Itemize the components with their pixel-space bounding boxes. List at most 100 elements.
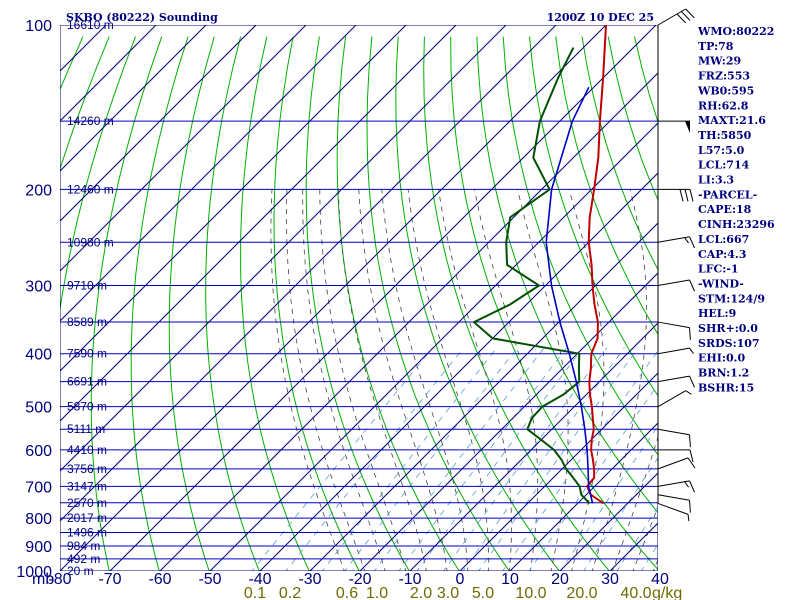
height-label: 2017 m xyxy=(67,511,107,525)
mixing-ratio-label: 3.0 xyxy=(437,585,459,600)
height-label: 7590 m xyxy=(67,347,107,361)
index-entry: CINH:23296 xyxy=(698,218,775,231)
index-entry: BRN:1.2 xyxy=(698,367,749,380)
moist-adiabat-line xyxy=(286,189,366,571)
index-entry: TP:78 xyxy=(698,40,734,53)
index-entry: LCL:667 xyxy=(698,233,749,246)
index-entry: SHR+:0.0 xyxy=(698,322,758,335)
temperature-tick-label: -10 xyxy=(398,571,421,588)
pressure-unit-label: mb xyxy=(32,571,54,588)
temperature-tick-label: 10 xyxy=(501,571,519,588)
mixing-ratio-line xyxy=(321,347,498,571)
height-label: 9710 m xyxy=(67,279,107,293)
height-label: 14260 m xyxy=(67,114,114,128)
dry-adiabat-line xyxy=(90,36,163,571)
index-entry: WB0:595 xyxy=(697,84,754,97)
observation-time: 1200Z 10 DEC 25 xyxy=(547,11,654,24)
height-label: 5111 m xyxy=(67,422,105,436)
height-label: 984 m xyxy=(67,539,100,553)
index-entry: CAP:4.3 xyxy=(698,248,746,261)
isotherm-line xyxy=(60,25,507,472)
temperature-tick-label: -70 xyxy=(98,571,121,588)
isotherm-line xyxy=(60,25,357,322)
height-label: 12460 m xyxy=(67,182,114,196)
height-label: 20 m xyxy=(67,564,94,578)
index-entry: SRDS:107 xyxy=(698,337,760,350)
index-entry: MAXT:21.6 xyxy=(698,114,766,127)
index-entry: -PARCEL- xyxy=(698,188,757,201)
pressure-tick-label: 500 xyxy=(25,400,52,417)
isotherm-line xyxy=(60,25,557,522)
moist-adiabat-line xyxy=(517,189,569,571)
isotherm-line xyxy=(259,172,658,571)
pressure-tick-label: 200 xyxy=(25,182,52,199)
wind-barb xyxy=(657,8,695,26)
temperature-profile xyxy=(586,25,607,505)
index-entry: MW:29 xyxy=(698,55,741,68)
dry-adiabat-line xyxy=(205,36,260,571)
mixing-ratio-label: 20.0 xyxy=(566,585,597,600)
index-entry: LCL:714 xyxy=(698,159,750,172)
index-entry: STM:124/9 xyxy=(698,292,765,305)
index-entry: CAPE:18 xyxy=(698,203,752,216)
pressure-tick-label: 800 xyxy=(25,511,52,528)
wind-barb xyxy=(658,449,694,462)
moist-adiabat-line xyxy=(270,189,345,571)
mixing-ratio-line xyxy=(344,347,518,571)
dry-adiabat-line xyxy=(395,36,560,571)
mixing-ratio-line xyxy=(502,349,658,571)
isotherm-line xyxy=(60,25,407,372)
height-label: 3147 m xyxy=(67,479,107,493)
temperature-tick-label: -40 xyxy=(248,571,271,588)
index-entry: -WIND- xyxy=(698,277,744,290)
isotherm-line xyxy=(60,25,257,222)
moist-adiabat-line xyxy=(381,189,469,571)
index-entry: L57:5.0 xyxy=(698,144,745,157)
temperature-tick-label: -60 xyxy=(148,571,171,588)
pressure-tick-label: 1000 xyxy=(16,564,52,581)
height-label: 1496 m xyxy=(67,525,107,539)
temperature-tick-label: 0 xyxy=(456,571,465,588)
mixing-ratio-label: 5.0 xyxy=(472,585,494,600)
wind-barb xyxy=(657,457,696,470)
dry-adiabat-line xyxy=(130,36,189,571)
height-label: 4410 m xyxy=(67,443,107,457)
isotherm-line xyxy=(459,372,658,571)
index-entry: BSHR:15 xyxy=(698,381,754,394)
moist-adiabat-line xyxy=(407,189,490,571)
isotherm-line xyxy=(509,422,658,571)
isotherm-line xyxy=(359,272,658,571)
height-label: 5870 m xyxy=(67,400,107,414)
pressure-tick-label: 300 xyxy=(25,279,52,296)
mixing-ratio-label: 10.0 xyxy=(515,585,546,600)
dry-adiabat-line xyxy=(305,36,410,571)
temperature-tick-label: -80 xyxy=(48,571,71,588)
dry-adiabat-line xyxy=(423,36,610,571)
pressure-tick-label: 600 xyxy=(25,443,52,460)
isotherm-line xyxy=(60,25,307,272)
moist-adiabat-line xyxy=(591,189,647,571)
index-entry: LI:3.3 xyxy=(698,174,734,187)
mixing-ratio-label: 40.0 xyxy=(620,585,651,600)
dry-adiabat-line xyxy=(168,36,215,571)
isotherm-line xyxy=(409,322,658,571)
wind-barb xyxy=(657,279,696,292)
height-label: 2570 m xyxy=(67,496,107,510)
isotherm-line xyxy=(60,25,157,122)
mixing-ratio-line xyxy=(285,347,465,571)
moist-adiabat-line xyxy=(568,189,605,571)
isotherm-line xyxy=(559,472,658,571)
dewpoint-profile xyxy=(472,47,591,505)
height-label: 8589 m xyxy=(67,315,107,329)
dry-adiabat-line xyxy=(476,36,658,514)
pressure-tick-label: 900 xyxy=(25,539,52,556)
isotherm-line xyxy=(159,72,658,571)
height-label: 16610 m xyxy=(67,18,114,32)
moist-adiabat-line xyxy=(612,435,658,571)
temperature-tick-label: 30 xyxy=(601,571,619,588)
pressure-tick-label: 400 xyxy=(25,347,52,364)
dry-adiabat-line xyxy=(60,36,136,313)
mixing-ratio-label: 0.1 xyxy=(244,585,266,600)
